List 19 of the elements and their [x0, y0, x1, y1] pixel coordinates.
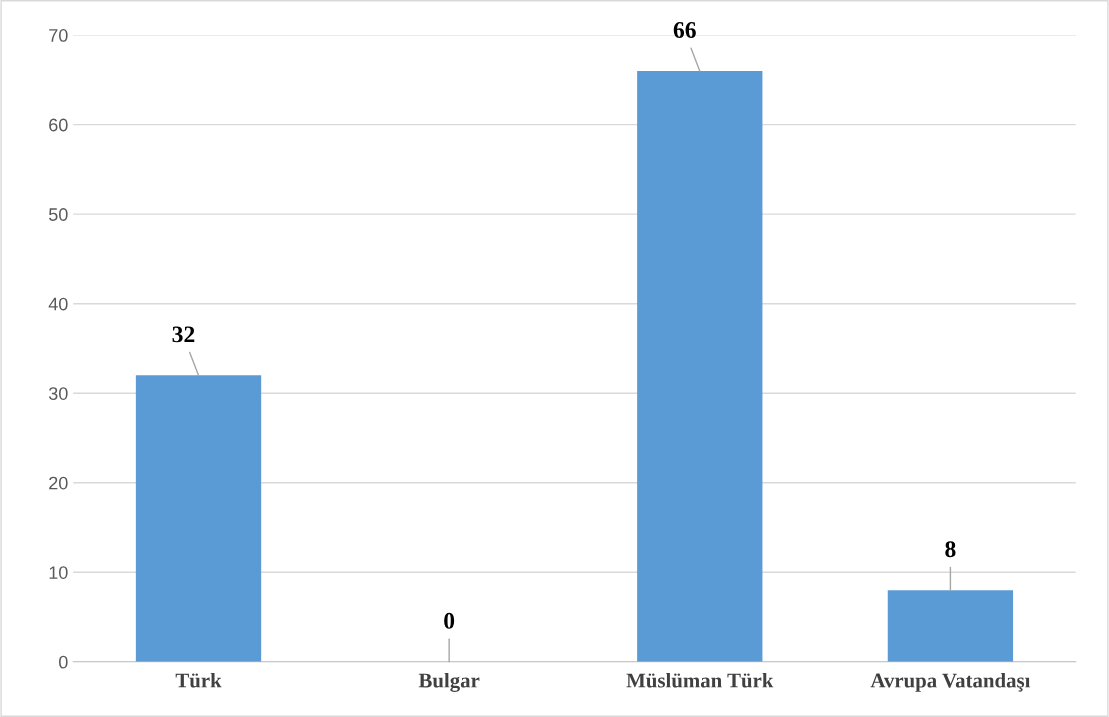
- y-tick-label: 70: [49, 29, 68, 42]
- y-tick-label: 30: [48, 387, 68, 400]
- data-label: 66: [673, 22, 696, 38]
- y-tick-label: 20: [49, 476, 68, 490]
- y-tick-label: 10: [49, 566, 68, 579]
- y-tick-label: 60: [49, 118, 68, 132]
- x-tick-label: Müslüman Türk: [626, 672, 774, 688]
- y-tick-label: 0: [59, 655, 68, 669]
- bar: [887, 590, 1014, 662]
- bar: [637, 70, 763, 662]
- x-tick-label: Avrupa Vatandaşı: [870, 672, 1031, 692]
- bar: [135, 375, 262, 662]
- data-label: 32: [172, 326, 195, 343]
- x-tick-label: Türk: [175, 672, 222, 688]
- y-tick-label: 50: [48, 208, 68, 221]
- data-label: 0: [444, 612, 455, 629]
- data-label: 8: [945, 541, 956, 558]
- y-tick-label: 40: [48, 297, 68, 311]
- x-tick-label: Bulgar: [418, 672, 480, 692]
